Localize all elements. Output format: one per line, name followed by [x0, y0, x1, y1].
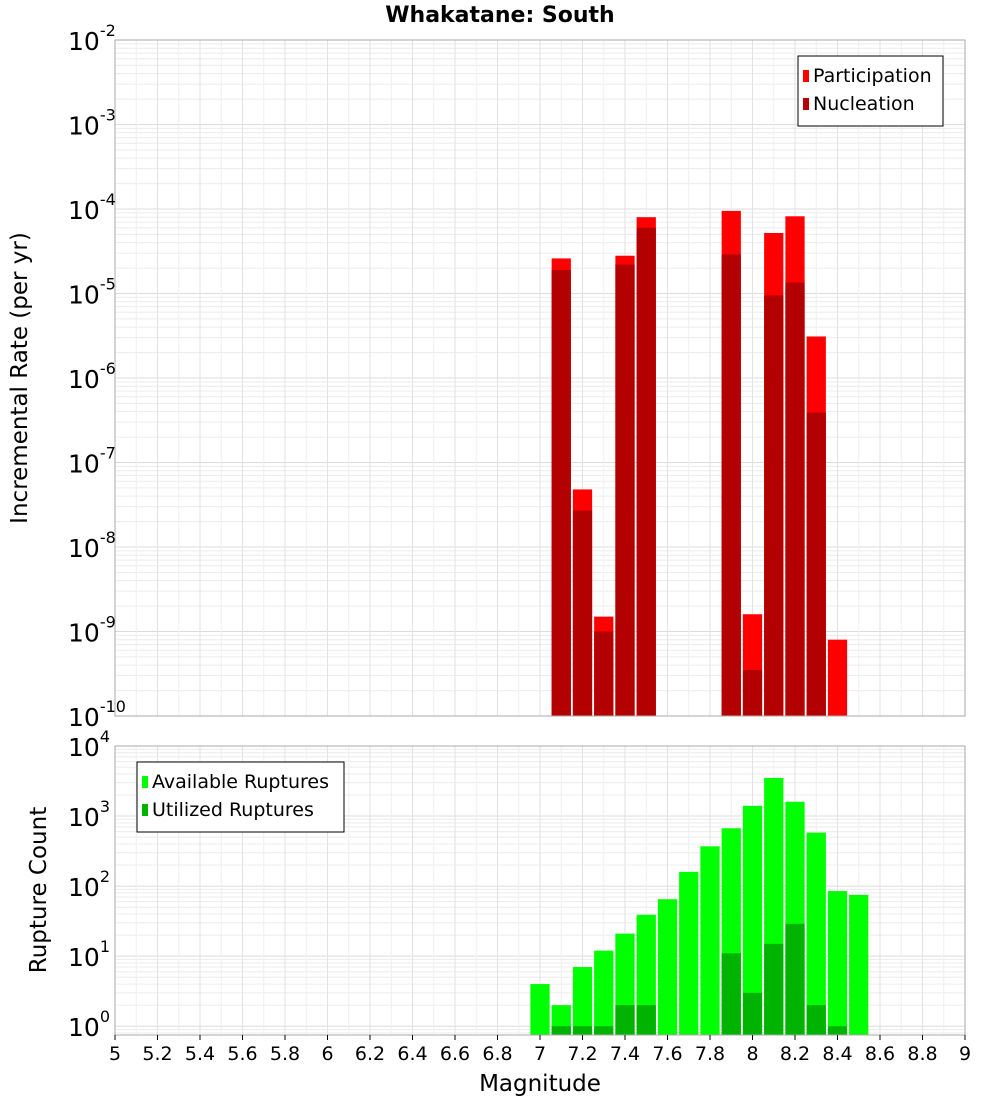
plot-frame	[114, 39, 966, 717]
bar-nucleation	[721, 254, 741, 716]
x-tick-label: 7.4	[610, 1043, 640, 1065]
x-tick-label: 9	[959, 1043, 971, 1065]
x-tick-label: 6.6	[440, 1043, 470, 1065]
y-tick-label: 10-4	[68, 190, 116, 225]
bar-utilized-ruptures	[827, 1026, 848, 1035]
bar-available-ruptures	[806, 832, 826, 1035]
bar-available-ruptures	[572, 967, 593, 1035]
legend-swatch	[803, 98, 809, 110]
series-available-ruptures	[530, 777, 869, 1035]
y-tick-label: 103	[68, 797, 110, 832]
x-tick-label: 8.8	[907, 1043, 937, 1065]
x-tick-label: 5.2	[142, 1043, 172, 1065]
legend: Participation Nucleation	[797, 55, 944, 127]
x-axis-label: Magnitude	[479, 1071, 601, 1097]
x-tick-label: 5.8	[270, 1043, 300, 1065]
x-tick-label: 7.2	[567, 1043, 597, 1065]
chart-title: Whakatane: South	[385, 3, 614, 28]
y-tick-label: 101	[68, 937, 110, 972]
bottom-y-axis-label: Rupture Count	[26, 807, 52, 973]
bar-available-ruptures	[742, 805, 763, 1035]
bar-available-ruptures	[700, 846, 720, 1035]
bar-available-ruptures	[636, 914, 656, 1035]
bar-nucleation	[572, 510, 593, 716]
bar-utilized-ruptures	[742, 992, 763, 1035]
y-tick-label: 10-3	[68, 106, 116, 141]
x-tick-label: 6.8	[482, 1043, 512, 1065]
x-tick-label: 7	[534, 1043, 546, 1065]
bar-nucleation	[594, 631, 614, 716]
x-tick-label: 7.8	[695, 1043, 725, 1065]
bar-utilized-ruptures	[806, 1005, 826, 1035]
x-tick-label: 5	[109, 1043, 121, 1065]
bar-nucleation	[806, 412, 826, 716]
top-y-axis-label: Incremental Rate (per yr)	[7, 232, 33, 524]
y-tick-label: 10-2	[68, 21, 116, 56]
top-panel: 10-10 10-9 10-8 10-7 10-6 10-5 10-4 10-3 10-2 Par…	[68, 21, 966, 732]
bar-available-ruptures	[849, 894, 869, 1035]
x-tick-label: 8.4	[822, 1043, 852, 1065]
legend-label: Participation	[813, 65, 932, 87]
bar-utilized-ruptures	[721, 953, 741, 1035]
legend: Available Ruptures Utilized Ruptures	[136, 761, 345, 833]
bar-nucleation	[764, 295, 784, 716]
legend-box	[136, 761, 345, 833]
x-tick-label: 5.6	[227, 1043, 257, 1065]
y-tick-label: 10-5	[68, 275, 116, 310]
x-tick-label: 8.2	[780, 1043, 810, 1065]
legend-box	[797, 55, 944, 127]
bar-nucleation	[636, 227, 656, 716]
x-tick-label: 8.6	[865, 1043, 895, 1065]
bar-available-ruptures	[679, 871, 699, 1035]
bar-nucleation	[785, 282, 805, 716]
bar-utilized-ruptures	[615, 1005, 635, 1035]
legend-label: Available Ruptures	[152, 771, 329, 793]
legend-label: Utilized Ruptures	[152, 799, 314, 821]
bar-available-ruptures	[594, 950, 614, 1035]
bar-available-ruptures	[657, 899, 678, 1035]
bar-utilized-ruptures	[572, 1026, 593, 1035]
bar-available-ruptures	[827, 891, 848, 1035]
series-utilized-ruptures	[551, 923, 848, 1035]
bar-utilized-ruptures	[785, 923, 805, 1035]
y-tick-label: 10-8	[68, 528, 116, 563]
bar-utilized-ruptures	[636, 1005, 656, 1035]
y-tick-label: 104	[68, 727, 110, 762]
bar-utilized-ruptures	[594, 1026, 614, 1035]
x-tick-label: 5.4	[185, 1043, 215, 1065]
y-tick-label: 10-9	[68, 613, 116, 648]
bar-nucleation	[615, 264, 635, 716]
y-tick-label: 102	[68, 867, 110, 902]
y-tick-label: 10-10	[68, 697, 126, 732]
x-tick-label: 7.6	[652, 1043, 682, 1065]
bar-nucleation	[742, 670, 763, 716]
bar-participation	[827, 639, 848, 716]
bar-available-ruptures	[530, 984, 550, 1035]
legend-label: Nucleation	[813, 93, 915, 115]
series-nucleation	[551, 227, 826, 716]
grid	[114, 39, 966, 717]
bottom-panel: 100 101 102 103 104 Available Ruptures Utilize…	[68, 727, 971, 1065]
x-tick-label: 6.2	[355, 1043, 385, 1065]
x-tick-label: 8	[746, 1043, 758, 1065]
legend-swatch	[803, 70, 809, 82]
y-tick-label: 100	[68, 1007, 110, 1042]
legend-swatch	[142, 804, 148, 816]
x-tick-label: 6.4	[397, 1043, 427, 1065]
bar-utilized-ruptures	[764, 943, 784, 1035]
bar-utilized-ruptures	[551, 1026, 571, 1035]
y-tick-label: 10-7	[68, 444, 116, 479]
x-tick-label: 6	[321, 1043, 333, 1065]
bar-nucleation	[551, 269, 571, 716]
y-tick-label: 10-6	[68, 359, 116, 394]
legend-swatch	[142, 776, 148, 788]
